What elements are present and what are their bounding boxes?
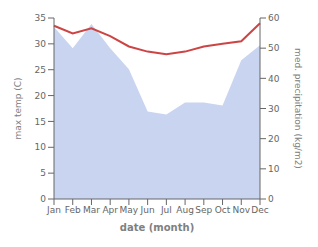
svg-text:25: 25 [35, 65, 46, 75]
svg-text:Dec: Dec [251, 205, 268, 215]
svg-text:Sep: Sep [195, 205, 212, 215]
svg-text:Jul: Jul [160, 205, 172, 215]
svg-text:0: 0 [40, 194, 46, 204]
svg-text:40: 40 [268, 74, 280, 84]
svg-text:10: 10 [268, 164, 280, 174]
svg-text:May: May [120, 205, 139, 215]
svg-text:Jan: Jan [46, 205, 61, 215]
svg-text:Feb: Feb [65, 205, 81, 215]
svg-text:Jun: Jun [140, 205, 155, 215]
svg-text:15: 15 [35, 117, 46, 127]
svg-text:20: 20 [268, 134, 280, 144]
svg-text:30: 30 [35, 39, 47, 49]
svg-text:20: 20 [35, 91, 47, 101]
svg-text:Apr: Apr [102, 205, 118, 215]
svg-text:Oct: Oct [215, 205, 231, 215]
svg-text:10: 10 [35, 142, 47, 152]
svg-text:Mar: Mar [83, 205, 100, 215]
svg-text:max temp (C): max temp (C) [13, 77, 23, 139]
svg-text:60: 60 [268, 13, 280, 23]
svg-text:35: 35 [35, 13, 46, 23]
svg-text:0: 0 [268, 194, 274, 204]
svg-text:50: 50 [268, 43, 280, 53]
svg-text:30: 30 [268, 104, 280, 114]
svg-text:Aug: Aug [176, 205, 194, 215]
svg-text:5: 5 [40, 168, 46, 178]
svg-text:date (month): date (month) [120, 222, 194, 233]
svg-text:med. precipitation (kg/m2): med. precipitation (kg/m2) [293, 48, 303, 169]
svg-text:Nov: Nov [232, 205, 250, 215]
